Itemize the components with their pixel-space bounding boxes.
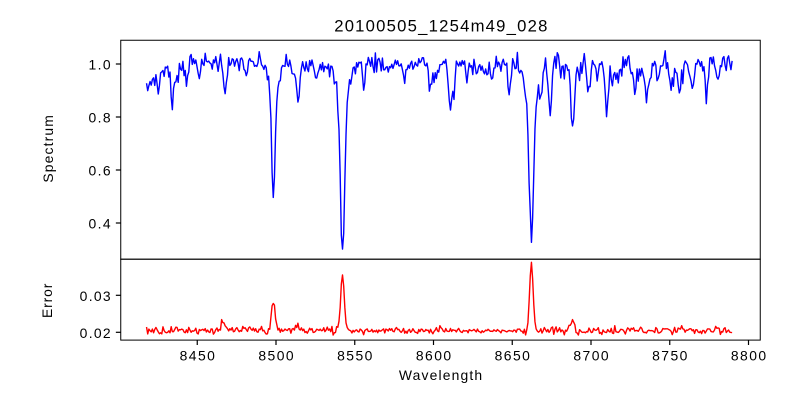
- svg-text:0.4: 0.4: [89, 216, 111, 232]
- svg-text:1.0: 1.0: [89, 57, 111, 73]
- svg-text:0.02: 0.02: [80, 325, 111, 341]
- svg-text:0.03: 0.03: [80, 288, 111, 304]
- svg-text:8450: 8450: [180, 347, 216, 363]
- svg-text:8800: 8800: [731, 347, 767, 363]
- svg-text:Wavelength: Wavelength: [399, 367, 482, 383]
- svg-text:Error: Error: [39, 283, 55, 318]
- svg-text:8600: 8600: [416, 347, 452, 363]
- svg-text:8550: 8550: [337, 347, 373, 363]
- svg-text:0.6: 0.6: [89, 163, 111, 179]
- svg-text:20100505_1254m49_028: 20100505_1254m49_028: [334, 16, 547, 35]
- svg-text:8750: 8750: [652, 347, 688, 363]
- svg-text:8700: 8700: [573, 347, 609, 363]
- svg-text:Spectrum: Spectrum: [40, 115, 56, 182]
- svg-text:8500: 8500: [258, 347, 294, 363]
- svg-text:0.8: 0.8: [89, 110, 111, 126]
- svg-text:8650: 8650: [495, 347, 531, 363]
